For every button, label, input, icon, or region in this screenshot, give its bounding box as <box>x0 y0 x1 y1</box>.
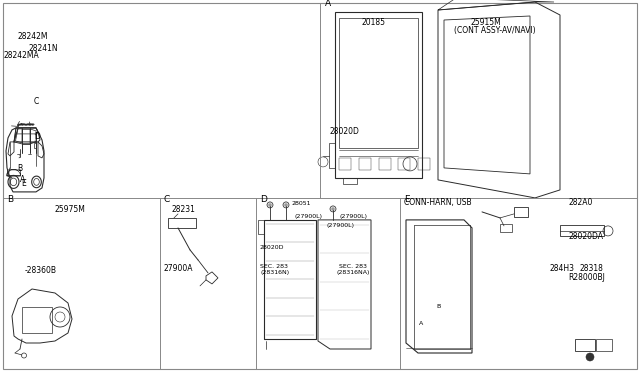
Circle shape <box>586 353 594 361</box>
Text: 20185: 20185 <box>362 18 385 27</box>
Text: (CONT ASSY-AV/NAVI): (CONT ASSY-AV/NAVI) <box>454 26 536 35</box>
Bar <box>329 143 335 168</box>
Bar <box>264 220 316 339</box>
Text: (28316NA): (28316NA) <box>336 270 369 275</box>
Text: (27900L): (27900L) <box>339 214 367 219</box>
Text: (27900L): (27900L) <box>294 214 323 219</box>
Bar <box>560 225 604 236</box>
Bar <box>168 218 196 228</box>
Text: 28242MA: 28242MA <box>4 51 40 60</box>
Bar <box>339 158 351 170</box>
Bar <box>398 158 410 170</box>
Circle shape <box>330 206 336 212</box>
Bar <box>335 12 422 178</box>
Text: 25975M: 25975M <box>54 205 85 214</box>
Text: 28318: 28318 <box>580 264 604 273</box>
Text: SEC. 283: SEC. 283 <box>260 264 289 269</box>
Text: 282A0: 282A0 <box>568 198 593 206</box>
Bar <box>343 178 357 184</box>
Bar <box>500 224 512 232</box>
Bar <box>596 339 612 351</box>
Bar <box>575 339 595 351</box>
Bar <box>34 143 36 148</box>
Text: 28241N: 28241N <box>29 44 58 53</box>
Text: 28051: 28051 <box>291 201 310 206</box>
Text: 28231: 28231 <box>172 205 195 214</box>
Text: A: A <box>419 321 423 326</box>
Text: D: D <box>260 195 267 204</box>
Text: 27900A: 27900A <box>163 264 193 273</box>
Circle shape <box>283 202 289 208</box>
Text: 28020D: 28020D <box>259 245 284 250</box>
Text: B: B <box>17 164 22 173</box>
Text: 284H3: 284H3 <box>549 264 574 273</box>
Bar <box>339 18 418 148</box>
Bar <box>514 207 528 217</box>
Text: C: C <box>164 195 170 204</box>
Text: A: A <box>325 0 332 8</box>
Text: D: D <box>34 132 40 141</box>
Text: A: A <box>20 175 25 184</box>
Text: B: B <box>436 304 440 309</box>
Text: R28000BJ: R28000BJ <box>568 273 605 282</box>
Text: CONN-HARN, USB: CONN-HARN, USB <box>404 198 472 206</box>
Bar <box>359 158 371 170</box>
Text: C: C <box>34 97 39 106</box>
Bar <box>378 158 390 170</box>
Text: B: B <box>7 195 13 204</box>
Text: E: E <box>22 179 26 188</box>
Text: 28020DA: 28020DA <box>568 232 604 241</box>
Text: 25915M: 25915M <box>470 18 501 27</box>
Text: E: E <box>404 195 410 204</box>
Circle shape <box>267 202 273 208</box>
Text: 28020D: 28020D <box>330 127 360 136</box>
Bar <box>258 220 264 234</box>
Text: (28316N): (28316N) <box>260 270 290 275</box>
Text: SEC. 283: SEC. 283 <box>339 264 367 269</box>
Text: -28360B: -28360B <box>24 266 56 275</box>
Text: (27900L): (27900L) <box>326 223 355 228</box>
Bar <box>418 158 430 170</box>
Bar <box>22 307 52 333</box>
Text: 28242M: 28242M <box>17 32 47 41</box>
